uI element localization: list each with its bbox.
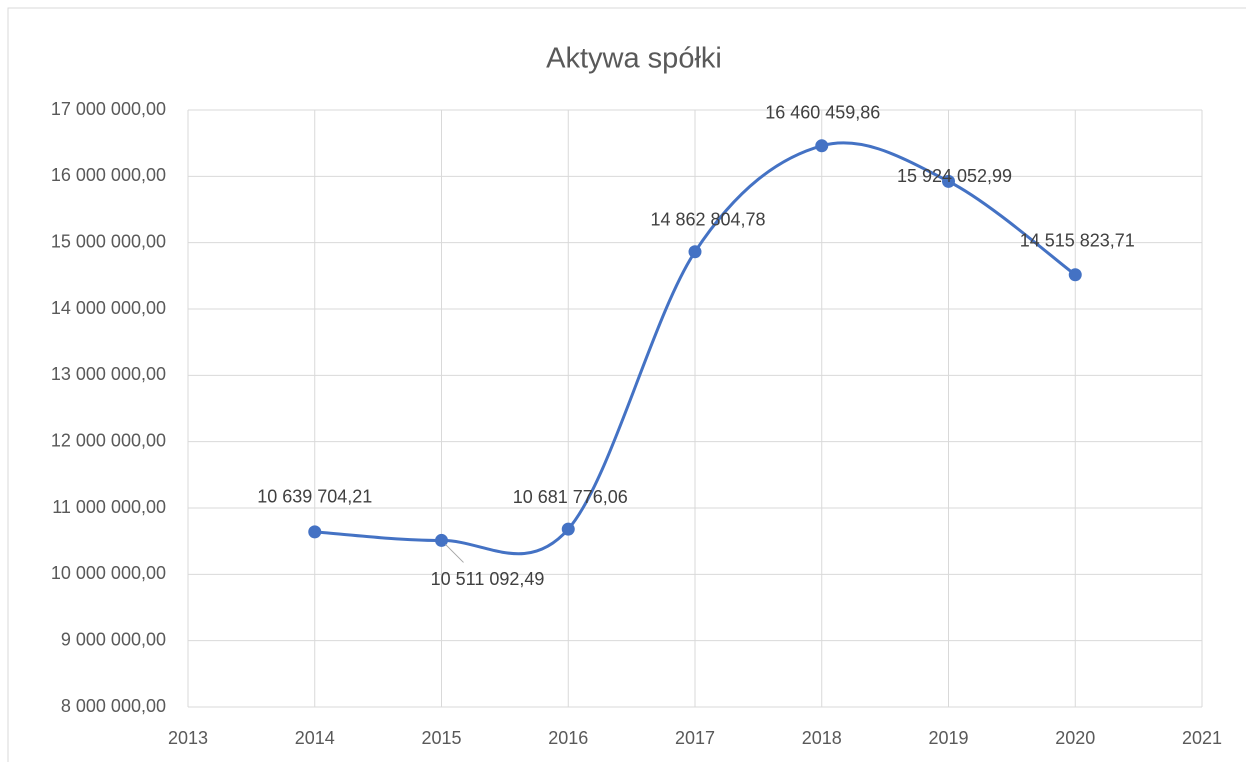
data-label: 10 681 776,06: [513, 487, 628, 507]
chart-title: Aktywa spółki: [546, 43, 722, 75]
data-label: 14 862 804,78: [650, 210, 765, 230]
x-tick-label: 2017: [675, 728, 715, 748]
marker: [942, 174, 955, 188]
x-tick-label: 2015: [421, 728, 461, 748]
x-tick-label: 2021: [1182, 728, 1222, 748]
marker: [815, 139, 829, 153]
x-tick-label: 2013: [168, 728, 208, 748]
y-tick-label: 15 000 000,00: [51, 231, 166, 251]
chart-frame: [7, 7, 1246, 762]
data-label: 15 924 052,99: [897, 166, 1012, 186]
y-tick-label: 16 000 000,00: [51, 165, 166, 185]
y-tick-label: 13 000 000,00: [51, 364, 166, 384]
y-tick-label: 11 000 000,00: [52, 497, 166, 517]
y-tick-label: 10 000 000,00: [51, 563, 166, 583]
x-tick-label: 2019: [928, 728, 968, 748]
y-tick-label: 12 000 000,00: [51, 430, 166, 450]
x-tick-label: 2018: [802, 728, 842, 748]
y-tick-label: 14 000 000,00: [51, 298, 166, 318]
x-tick-label: 2020: [1055, 728, 1095, 748]
marker: [561, 522, 575, 536]
data-label: 16 460 459,86: [765, 103, 880, 123]
y-tick-label: 9 000 000,00: [61, 629, 166, 649]
data-label: 10 511 092,49: [431, 569, 545, 589]
leader-line: [445, 544, 464, 563]
marker: [308, 525, 322, 539]
data-label: 14 515 823,71: [1020, 231, 1135, 251]
x-tick-label: 2016: [548, 728, 588, 748]
x-tick-label: 2014: [295, 728, 335, 748]
marker: [688, 245, 702, 259]
marker: [435, 533, 448, 547]
data-label: 10 639 704,21: [257, 487, 372, 507]
y-tick-label: 8 000 000,00: [61, 696, 166, 716]
y-tick-label: 17 000 000,00: [51, 99, 166, 119]
marker: [1068, 268, 1082, 282]
